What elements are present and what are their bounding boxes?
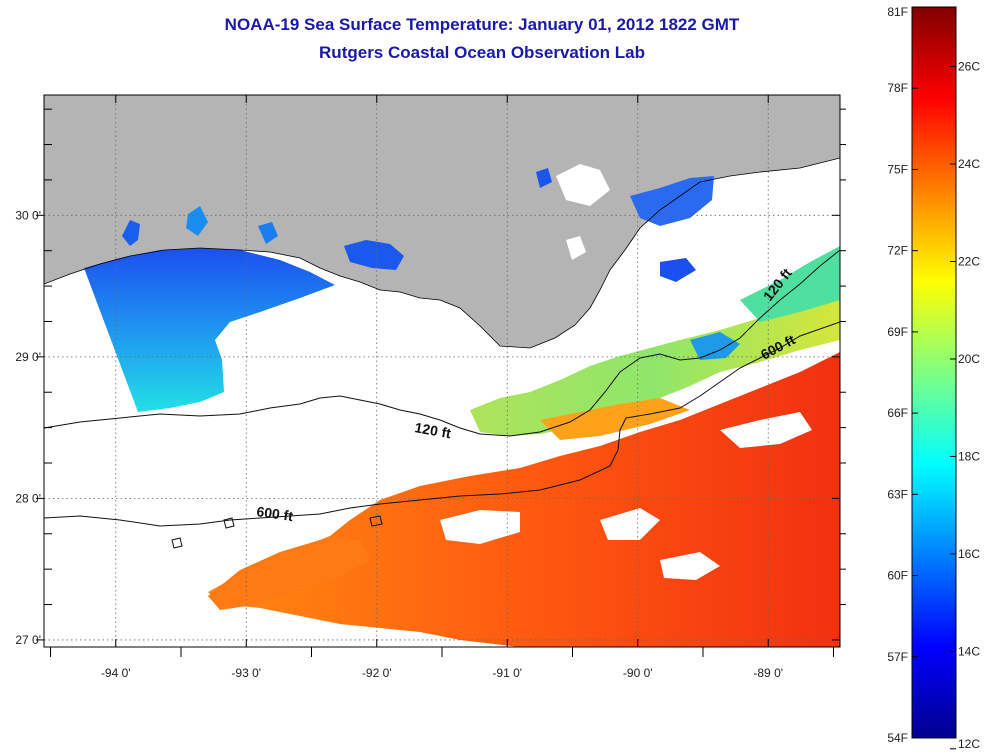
lon-tick-label: -91 0' [492,666,522,680]
cloud-gap-4 [720,412,812,448]
cloud-gap-land-1 [556,164,610,206]
lon-tick-label: -94 0' [101,666,131,680]
contour-600ft-islet [171,515,383,549]
sst-patch-river-mouth [690,332,740,360]
map-subtitle: Rutgers Coastal Ocean Observation Lab [319,43,645,62]
colorbar-c-label: 20C [958,352,980,366]
colorbar-f-label: 75F [887,162,908,176]
colorbar-f-label: 57F [887,650,908,664]
colorbar-f-label: 66F [887,406,908,420]
colorbar-c-label: 12C [958,737,980,751]
lon-tick-label: -90 0' [623,666,653,680]
colorbar-f-label: 69F [887,325,908,339]
cloud-gap-1 [600,508,660,540]
contour-label-600ft-south: 600 ft [256,503,295,524]
sst-patch-bay-4 [344,240,404,270]
map-grid [44,95,840,647]
longitude-axis: -94 0' -93 0' -92 0' -91 0' -90 0' -89 0' [50,95,834,680]
map-panel: 120 ft 600 ft 120 ft 600 ft -94 0' -93 0'… [15,94,846,680]
sst-patch-bay-2 [186,206,208,236]
cloud-gap-land-2 [566,236,586,260]
lat-tick-label: 27 0' [15,633,41,647]
colorbar-fahrenheit-labels: 81F 78F 75F 72F 69F 66F 63F 60F 57F 54F [887,5,918,745]
colorbar-c-label: 14C [958,644,980,658]
sst-patch-east-bays [630,176,714,226]
shoreline [44,157,840,349]
sst-patch-bay-3 [258,222,278,244]
map-title: NOAA-19 Sea Surface Temperature: January… [225,15,740,34]
colorbar-f-label: 78F [887,81,908,95]
contour-120ft [44,249,840,437]
colorbar-f-label: 81F [887,5,908,19]
colorbar: 81F 78F 75F 72F 69F 66F 63F 60F 57F 54F 26C 24C 22C… [887,5,980,751]
colorbar-c-label: 22C [958,254,980,268]
lat-tick-label: 29 0' [15,350,41,364]
sst-patch-bay-5 [536,168,552,188]
lon-tick-label: -89 0' [753,666,783,680]
sst-patch-warm-west [208,540,370,610]
contour-label-120ft-south: 120 ft [413,419,452,441]
colorbar-c-label: 18C [958,449,980,463]
latitude-axis: 30 0' 29 0' 28 0' 27 0' [15,108,846,647]
sst-patch-west-cold [84,248,335,412]
colorbar-f-label: 63F [887,487,908,501]
colorbar-f-label: 54F [887,731,908,745]
colorbar-gradient [911,6,957,739]
colorbar-f-label: 72F [887,244,908,258]
cloud-gap-3 [660,552,720,580]
colorbar-celsius-labels: 26C 24C 22C 20C 18C 16C 14C 12C [950,60,980,751]
colorbar-c-label: 16C [958,547,980,561]
cloud-gap-2 [440,510,520,544]
colorbar-c-label: 26C [958,60,980,74]
lon-tick-label: -93 0' [231,666,261,680]
sst-patch-mid-shelf [470,282,840,436]
sst-patch-east-shelf-green [740,246,840,322]
lat-tick-label: 28 0' [15,491,41,505]
colorbar-f-label: 60F [887,569,908,583]
lat-tick-label: 30 0' [15,208,41,222]
sst-patch-warm-inner [540,398,690,440]
lon-tick-label: -92 0' [362,666,392,680]
contour-600ft [44,321,840,527]
sst-patch-bay-1 [122,220,140,246]
colorbar-c-label: 24C [958,157,980,171]
sst-patch-delta [660,258,696,282]
land-mass [44,95,840,348]
